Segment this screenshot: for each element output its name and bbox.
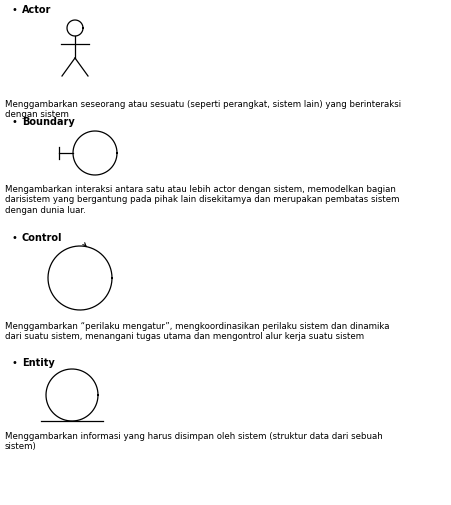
Text: Mengambarkan interaksi antara satu atau lebih actor dengan sistem, memodelkan ba: Mengambarkan interaksi antara satu atau …	[5, 185, 400, 215]
Text: Actor: Actor	[22, 5, 51, 15]
Text: Menggambarkan “perilaku mengatur”, mengkoordinasikan perilaku sistem dan dinamik: Menggambarkan “perilaku mengatur”, mengk…	[5, 322, 390, 341]
Text: Menggambarkan informasi yang harus disimpan oleh sistem (struktur data dari sebu: Menggambarkan informasi yang harus disim…	[5, 432, 383, 451]
Text: Control: Control	[22, 233, 63, 243]
Text: Boundary: Boundary	[22, 117, 75, 127]
Text: •: •	[11, 117, 17, 127]
Text: •: •	[11, 5, 17, 15]
Text: •: •	[11, 233, 17, 243]
Text: •: •	[11, 358, 17, 368]
Text: Entity: Entity	[22, 358, 55, 368]
Text: Menggambarkan seseorang atau sesuatu (seperti perangkat, sistem lain) yang berin: Menggambarkan seseorang atau sesuatu (se…	[5, 100, 401, 119]
